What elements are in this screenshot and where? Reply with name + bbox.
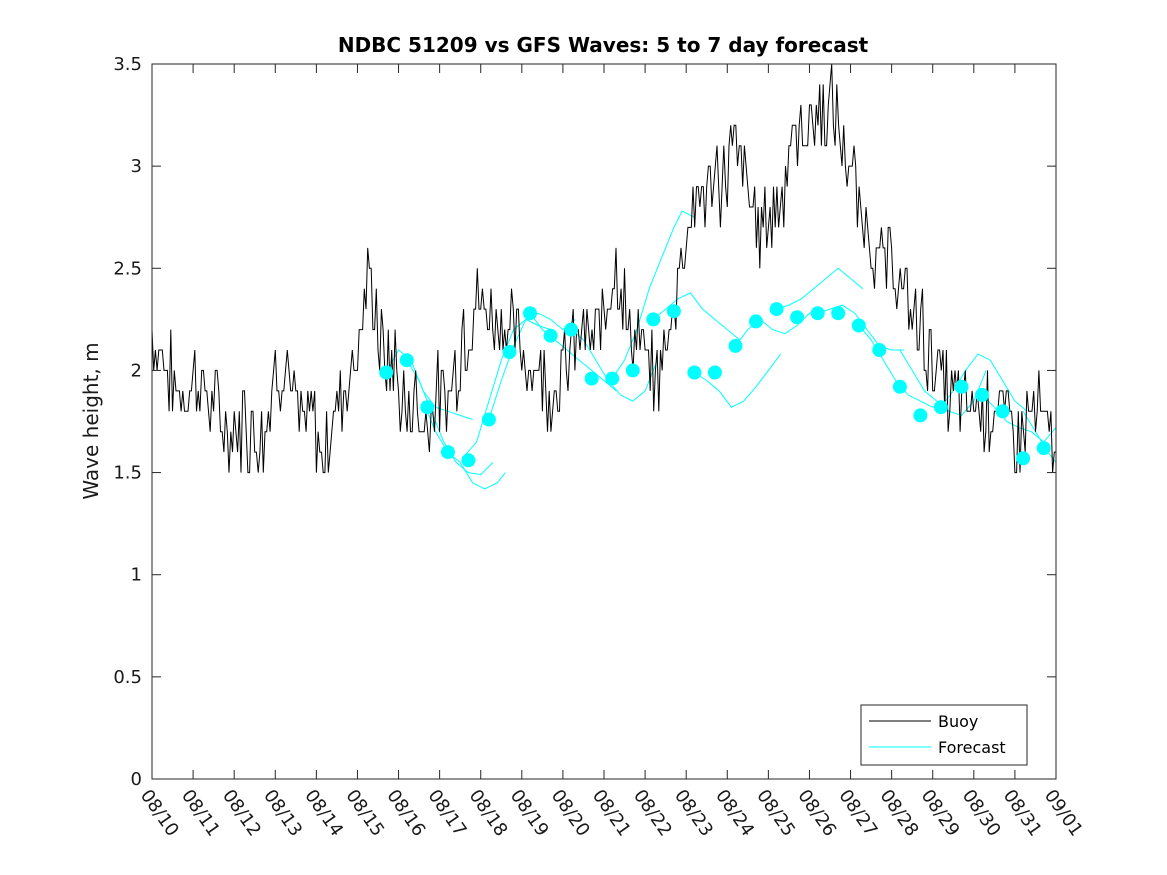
forecast-point (913, 408, 928, 423)
legend-buoy-label: Buoy (938, 712, 978, 731)
buoy-line (152, 64, 1056, 474)
forecast-point (502, 345, 517, 359)
forecast-trace-10 (735, 308, 822, 347)
y-tick-label: 2 (131, 360, 142, 381)
y-tick-label: 1 (131, 565, 142, 586)
forecast-point (584, 371, 599, 386)
chart-title: NDBC 51209 vs GFS Waves: 5 to 7 day fore… (338, 33, 869, 57)
forecast-trace-0 (385, 349, 473, 420)
plot-content (152, 64, 1056, 490)
forecast-point (461, 453, 476, 468)
forecast-point (481, 412, 496, 427)
forecast-point (646, 312, 661, 327)
forecast-point (1036, 441, 1051, 456)
y-axis-label: Wave height, m (79, 342, 103, 499)
forecast-trace-2 (422, 400, 506, 490)
legend-forecast-label: Forecast (938, 738, 1006, 757)
forecast-point (379, 365, 394, 380)
forecast-point (872, 343, 887, 357)
forecast-point (790, 310, 805, 325)
forecast-trace-3 (463, 318, 551, 457)
forecast-point (625, 363, 640, 378)
forecast-point (523, 306, 537, 321)
forecast-trace-8 (652, 292, 740, 341)
legend: Buoy Forecast (860, 704, 1028, 766)
forecast-point (831, 306, 846, 321)
forecast-point (707, 365, 722, 380)
y-tick-label: 3 (131, 156, 142, 177)
forecast-point (851, 318, 866, 333)
forecast-point (728, 338, 743, 353)
forecast-point (749, 314, 763, 329)
forecast-trace-11 (776, 267, 864, 310)
forecast-point (1016, 451, 1031, 466)
forecast-point (420, 400, 435, 415)
forecast-point (892, 379, 907, 394)
y-tick-label: 0 (131, 769, 142, 790)
forecast-point (543, 328, 558, 343)
forecast-point (975, 387, 989, 402)
forecast-point (605, 371, 620, 386)
forecast-point (440, 445, 455, 460)
forecast-point (995, 404, 1010, 419)
legend-box (860, 704, 1028, 766)
forecast-point (399, 353, 414, 368)
forecast-point (687, 365, 702, 380)
plot-area (152, 64, 1056, 490)
forecast-trace-7 (611, 210, 695, 379)
forecast-point (564, 322, 579, 337)
y-tick-label: 2.5 (113, 258, 142, 279)
forecast-point (954, 379, 969, 394)
forecast-point (769, 302, 784, 317)
forecast-trace-5 (529, 312, 617, 392)
forecast-point (666, 304, 681, 319)
forecast-point (933, 400, 948, 415)
y-tick-label: 1.5 (113, 463, 142, 484)
y-tick-label: 0.5 (113, 667, 142, 688)
y-tick-label: 3.5 (113, 54, 142, 75)
forecast-trace-9 (694, 353, 782, 408)
forecast-point (810, 306, 825, 321)
